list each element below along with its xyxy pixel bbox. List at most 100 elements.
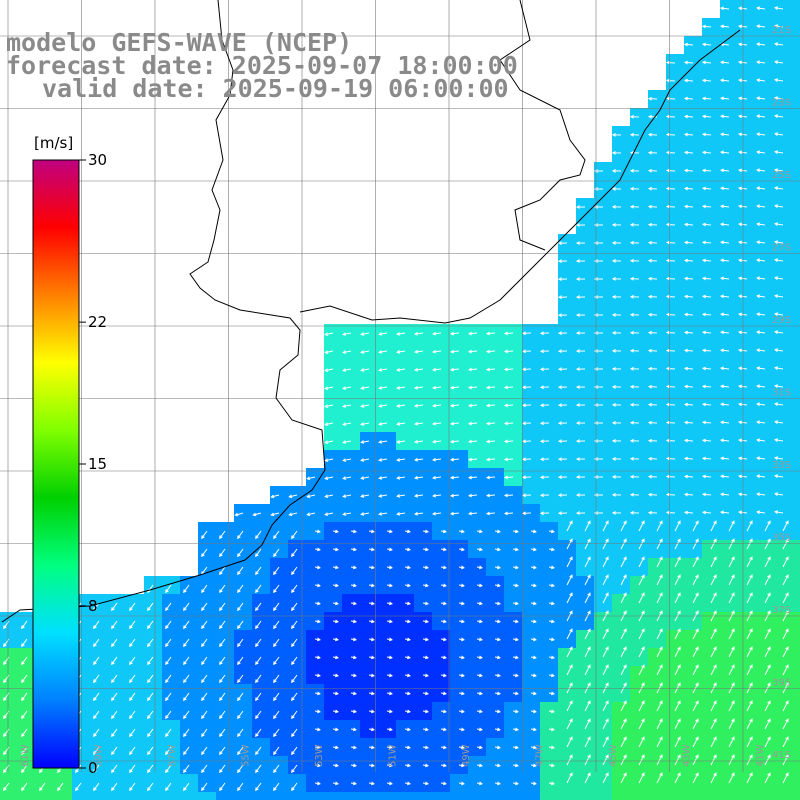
wind-arrow — [291, 584, 298, 593]
wind-arrow-head — [396, 439, 401, 444]
wind-arrow — [602, 520, 609, 532]
wind-arrow-head — [273, 589, 277, 594]
wind-arrow — [129, 674, 136, 683]
wind-arrow-head — [539, 511, 544, 516]
wind-arrow — [343, 350, 352, 354]
wind-arrow-head — [623, 664, 627, 669]
wind-arrow-head — [201, 697, 205, 702]
wind-arrow — [702, 151, 712, 154]
wind-arrow — [343, 494, 352, 498]
wind-arrow-head — [605, 610, 609, 615]
wind-arrow-head — [575, 367, 580, 371]
wind-arrow-head — [647, 420, 652, 425]
wind-arrow — [415, 386, 424, 389]
wind-arrow — [361, 494, 370, 497]
wind-arrow — [415, 422, 424, 425]
wind-arrow-head — [665, 402, 670, 407]
wind-arrow — [782, 664, 789, 676]
wind-arrow-head — [432, 457, 437, 462]
ocean-cell — [594, 792, 612, 800]
wind-arrow-head — [352, 619, 357, 624]
wind-arrow — [684, 331, 694, 334]
wind-arrow — [129, 638, 136, 647]
wind-arrow — [746, 628, 753, 640]
wind-arrow-head — [623, 772, 627, 777]
wind-arrow — [255, 566, 262, 575]
wind-arrow-head — [701, 60, 706, 65]
wind-arrow — [165, 584, 172, 593]
wind-arrow-head — [460, 619, 465, 624]
wind-arrow-head — [557, 259, 562, 264]
wind-arrow-head — [406, 619, 411, 624]
wind-arrow — [757, 7, 766, 10]
wind-arrow-head — [774, 402, 779, 407]
wind-arrow-head — [683, 222, 688, 227]
ocean-cell — [792, 0, 800, 18]
wind-arrow-head — [593, 349, 598, 353]
wind-arrow-head — [406, 637, 411, 642]
wind-arrow-head — [749, 628, 753, 633]
wind-arrow — [165, 764, 172, 773]
wind-arrow — [255, 530, 262, 539]
wind-arrow-head — [557, 457, 562, 462]
wind-arrow-head — [629, 348, 634, 353]
wind-arrow-head — [360, 440, 365, 444]
wind-arrow — [702, 169, 712, 172]
wind-arrow — [21, 782, 28, 791]
wind-arrow — [129, 764, 136, 773]
wind-arrow-head — [442, 691, 447, 696]
wind-arrow — [219, 692, 226, 701]
wind-arrow — [775, 169, 784, 172]
wind-arrow-head — [485, 403, 490, 408]
wind-arrow-head — [756, 384, 761, 389]
wind-arrow-head — [550, 547, 555, 552]
wind-arrow — [656, 646, 663, 658]
wind-arrow — [21, 746, 28, 755]
wind-arrow-head — [396, 349, 401, 354]
wind-arrow — [237, 656, 244, 665]
wind-arrow-head — [324, 350, 329, 355]
wind-arrow — [183, 728, 190, 737]
wind-arrow-head — [593, 187, 598, 191]
wind-arrow-head — [316, 655, 321, 660]
wind-arrow-head — [629, 384, 634, 389]
wind-arrow-head — [629, 222, 634, 227]
wind-arrow — [584, 574, 591, 586]
wind-arrow — [129, 782, 136, 791]
wind-arrow-head — [111, 751, 115, 756]
wind-arrow-head — [111, 733, 115, 738]
ocean-cell — [522, 792, 540, 800]
wind-arrow-head — [774, 312, 779, 317]
wind-arrow-head — [539, 403, 544, 408]
wind-arrow-head — [738, 42, 743, 47]
wind-arrow — [692, 520, 699, 532]
wind-arrow — [674, 592, 681, 604]
wind-arrow-head — [593, 259, 598, 263]
wind-arrow-head — [442, 655, 447, 660]
wind-arrow-head — [756, 492, 761, 497]
wind-arrow-head — [774, 114, 779, 119]
wind-arrow — [93, 710, 100, 719]
wind-arrow — [728, 682, 735, 694]
wind-arrow-head — [774, 456, 779, 461]
wind-arrow-head — [593, 331, 598, 335]
wind-arrow — [397, 494, 406, 497]
wind-arrow-head — [485, 475, 490, 480]
wind-arrow-head — [587, 718, 591, 723]
wind-arrow-head — [147, 625, 151, 630]
wind-arrow-head — [767, 592, 771, 597]
wind-arrow — [764, 556, 771, 568]
wind-arrow-head — [738, 420, 743, 425]
wind-arrow — [602, 556, 609, 568]
wind-arrow-head — [3, 679, 7, 684]
wind-arrow-head — [539, 367, 544, 372]
wind-arrow-head — [237, 661, 241, 666]
wind-arrow-head — [183, 661, 187, 666]
wind-arrow-head — [683, 204, 688, 209]
wind-arrow-head — [550, 745, 555, 750]
wind-arrow-head — [605, 682, 609, 687]
wind-arrow-head — [550, 583, 555, 588]
wind-arrow-head — [450, 511, 455, 516]
wind-arrow-head — [255, 553, 259, 558]
wind-arrow-head — [424, 619, 429, 624]
